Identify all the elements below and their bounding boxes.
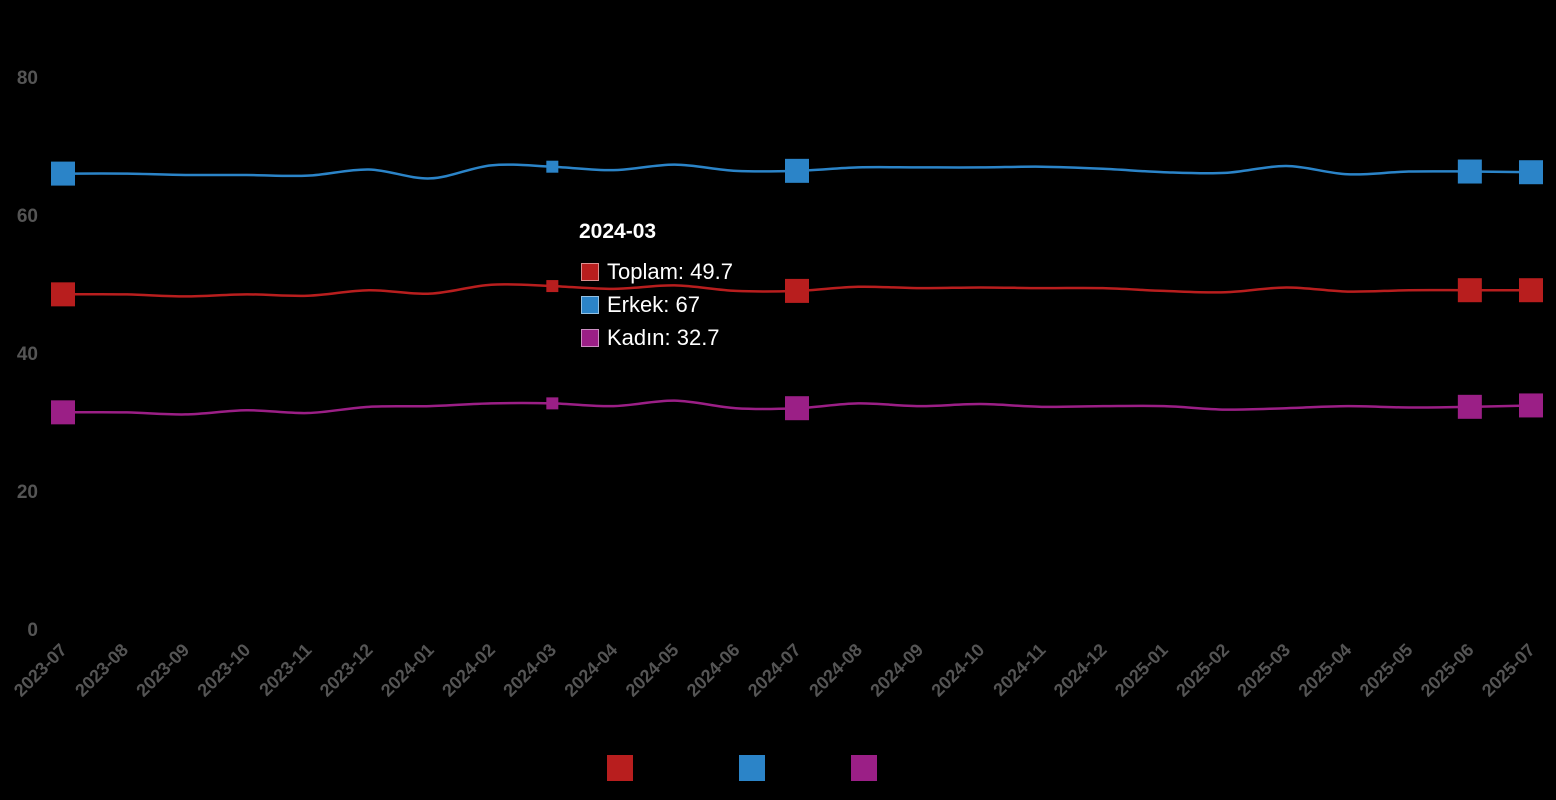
y-tick-label: 20 (17, 482, 38, 503)
y-tick-label: 40 (17, 344, 38, 365)
x-tick-label: 2025-06 (1417, 640, 1478, 701)
x-tick-label: 2023-10 (193, 640, 254, 701)
data-point-erkek[interactable] (1519, 160, 1543, 185)
tooltip-text-kadin: Kadın: 32.7 (607, 325, 720, 350)
legend-swatch-erkek[interactable] (739, 755, 765, 781)
x-tick-label: 2024-05 (622, 640, 683, 701)
tooltip: 2024-03 Toplam: 49.7 Erkek: 67 Kadın: 32… (572, 212, 762, 362)
x-tick-label: 2024-01 (377, 640, 438, 701)
tooltip-row-erkek: Erkek: 67 (581, 292, 700, 318)
y-tick-label: 60 (17, 206, 38, 227)
data-point-kadin[interactable] (785, 396, 809, 421)
legend-swatch-toplam[interactable] (607, 755, 633, 781)
x-tick-label: 2023-07 (10, 640, 71, 701)
x-tick-label: 2025-07 (1478, 640, 1539, 701)
plot-area (51, 158, 1543, 425)
data-point-toplam[interactable] (1519, 278, 1543, 303)
hover-point-erkek[interactable] (546, 160, 559, 173)
x-tick-label: 2024-10 (927, 640, 988, 701)
hover-point-toplam[interactable] (546, 280, 559, 293)
data-point-toplam[interactable] (785, 278, 809, 303)
x-tick-label: 2025-03 (1233, 640, 1294, 701)
x-tick-label: 2024-02 (438, 640, 499, 701)
x-tick-label: 2024-09 (866, 640, 927, 701)
data-point-kadin[interactable] (51, 400, 75, 425)
data-point-toplam[interactable] (1457, 278, 1482, 303)
x-tick-label: 2024-11 (989, 640, 1049, 700)
y-tick-label: 0 (27, 620, 38, 641)
data-point-kadin[interactable] (1519, 393, 1543, 418)
x-tick-label: 2025-02 (1172, 640, 1233, 701)
x-tick-label: 2024-03 (499, 640, 560, 701)
x-tick-label: 2024-08 (805, 640, 866, 701)
tooltip-title: 2024-03 (579, 220, 657, 243)
y-axis: 0 20 40 60 80 (17, 68, 38, 641)
legend[interactable] (607, 755, 877, 781)
y-tick-label: 80 (17, 68, 38, 89)
hover-point-kadin[interactable] (546, 397, 559, 410)
x-axis: 2023-07 2023-08 2023-09 2023-10 2023-11 2023-… (10, 640, 1539, 701)
data-point-erkek[interactable] (51, 161, 75, 186)
x-tick-label: 2024-07 (744, 640, 805, 701)
tooltip-text-erkek: Erkek: 67 (607, 292, 700, 317)
tooltip-row-toplam: Toplam: 49.7 (581, 259, 733, 285)
x-tick-label: 2023-12 (316, 640, 377, 701)
legend-swatch-kadin[interactable] (851, 755, 877, 781)
x-tick-label: 2024-12 (1050, 640, 1111, 701)
x-tick-label: 2024-04 (560, 640, 621, 701)
data-point-kadin[interactable] (1457, 394, 1482, 419)
x-tick-label: 2025-04 (1294, 640, 1355, 701)
data-point-erkek[interactable] (785, 158, 809, 183)
x-tick-label: 2025-01 (1111, 640, 1172, 701)
tooltip-swatch-erkek (581, 296, 599, 314)
tooltip-swatch-toplam (581, 263, 599, 281)
x-tick-label: 2023-09 (132, 640, 193, 701)
data-point-erkek[interactable] (1457, 159, 1482, 184)
tooltip-row-kadin: Kadın: 32.7 (581, 325, 720, 351)
tooltip-swatch-kadin (581, 329, 599, 347)
x-tick-label: 2025-05 (1356, 640, 1417, 701)
x-tick-label: 2023-08 (71, 640, 132, 701)
x-tick-label: 2023-11 (255, 640, 315, 700)
tooltip-text-toplam: Toplam: 49.7 (607, 259, 733, 284)
data-point-toplam[interactable] (51, 282, 75, 307)
x-tick-label: 2024-06 (683, 640, 744, 701)
